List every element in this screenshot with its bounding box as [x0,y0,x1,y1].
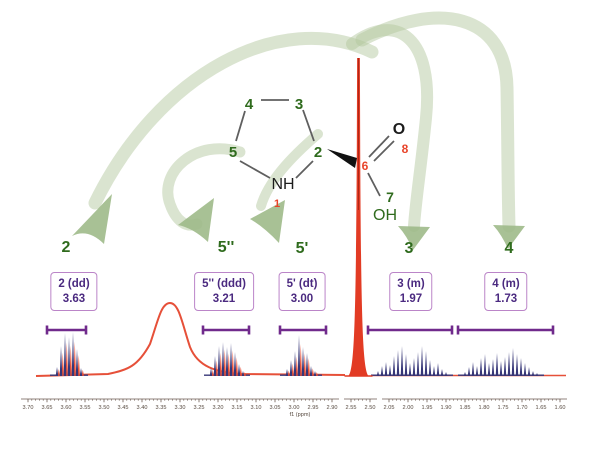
multiplet-sticks-2 [55,332,83,376]
fit-line-water-hump [35,301,346,377]
atom-label-c5: 5 [229,144,237,161]
bond-c5-n [239,160,271,179]
atom-index-7: 7 [386,189,394,205]
arrow-to-peak-2 [88,31,379,210]
bond-c2-n [295,160,314,179]
multiplet-sticks-4 [463,348,539,376]
arrow-to-peak-5d [256,129,323,211]
fit-sticks-2 [57,341,84,376]
atom-label-c3: 3 [295,96,303,113]
atom-label-oh: OH [373,207,397,224]
axis-tick-label: 1.95 [422,405,433,411]
bond-c3-c2 [302,109,315,142]
bond-c6-oh [367,172,381,197]
arrow-head-peak-4 [493,225,525,249]
axis-tick-label: 2.00 [403,405,414,411]
atom-index-1: 1 [274,198,280,210]
axis-tick-label: 1.90 [441,405,452,411]
axis-tick-label: 1.70 [517,405,528,411]
atom-index-8: 8 [402,142,409,156]
axis-tick-label: 3.70 [23,405,34,411]
arrow-head-peak-3 [398,226,430,250]
atom-index-6: 6 [362,159,369,173]
axis-tick-label: 1.85 [460,405,471,411]
axis-tick-label: 2.55 [346,405,357,411]
axis-title: f1 (ppm) [290,412,311,418]
axis-tick-label: 1.60 [555,405,566,411]
solvent-peak [348,58,369,376]
atom-label-c4: 4 [245,96,254,113]
multiplet-sticks-3 [376,346,448,376]
axis-tick-label: 3.05 [270,405,281,411]
axis-tick-label: 3.45 [118,405,129,411]
wedge-bond-c2-c6 [327,149,357,168]
atom-label-o: O [393,121,405,138]
axis-tick-label: 3.25 [194,405,205,411]
axis-tick-label: 3.65 [42,405,53,411]
axis-tick-label: 3.60 [61,405,72,411]
arrow-head-peak-5dd [178,198,214,242]
axis-tick-label: 3.15 [232,405,243,411]
axis-tick-label: 3.00 [289,405,300,411]
atom-label-nh: NH [271,176,294,193]
axis-tick-label: 3.40 [137,405,148,411]
axis-tick-label: 2.50 [365,405,376,411]
axis-tick-label: 3.10 [251,405,262,411]
fit-sticks-5'' [211,349,246,376]
arrow-to-peak-4 [355,11,516,233]
arrow-head-peak-2 [72,194,112,244]
axis-tick-label: 3.35 [156,405,167,411]
arrow-to-peak-3 [346,24,434,232]
axis-tick-label: 2.05 [384,405,395,411]
axis-tick-label: 2.95 [308,405,319,411]
atom-label-c2: 2 [314,144,322,161]
axis-tick-label: 3.50 [99,405,110,411]
axis-tick-label: 3.30 [175,405,186,411]
arrow-head-peak-5d [250,200,285,243]
axis-tick-label: 3.20 [213,405,224,411]
bond-c4-c5 [235,110,246,142]
axis-tick-label: 1.65 [536,405,547,411]
multiplet-sticks-5'' [209,342,245,376]
axis-tick-label: 2.90 [327,405,338,411]
bond-c6-o-double-2 [373,140,395,162]
axis-tick-label: 3.55 [80,405,91,411]
bond-c6-o-double-1 [368,135,390,158]
axis-tick-label: 1.75 [498,405,509,411]
axis-tick-label: 1.80 [479,405,490,411]
